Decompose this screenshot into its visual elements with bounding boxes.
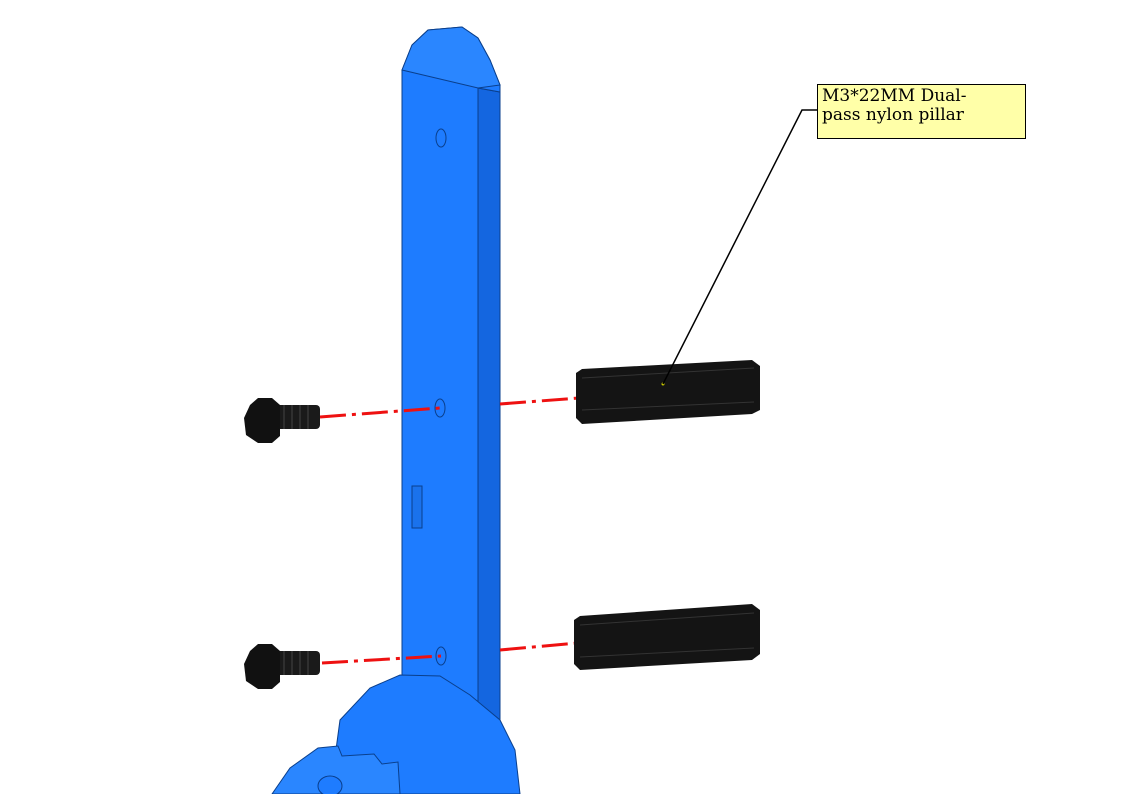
screw-upper (244, 398, 320, 443)
bracket-side-face (477, 87, 501, 761)
bracket-top-cap (401, 26, 501, 89)
bracket-hole-middle (434, 398, 446, 418)
screw-upper-head (244, 398, 280, 443)
blue-bracket (271, 26, 521, 794)
clamp-hole (317, 775, 343, 794)
bracket-slot (411, 485, 423, 529)
bracket-hole-top (435, 128, 447, 148)
screw-lower (244, 644, 320, 689)
callout-leader (662, 109, 817, 385)
axis-upper-screw (319, 406, 441, 419)
screw-lower-head (244, 644, 280, 689)
pillar-lower-body (574, 604, 760, 670)
bracket-clamp (271, 745, 401, 794)
axis-lower-screw (321, 654, 442, 665)
callout-label: M3*22MM Dual- pass nylon pillar (817, 84, 1026, 139)
pillar-lower (574, 604, 760, 670)
axis-lower-pillar (499, 641, 579, 652)
pillar-upper (576, 360, 760, 424)
